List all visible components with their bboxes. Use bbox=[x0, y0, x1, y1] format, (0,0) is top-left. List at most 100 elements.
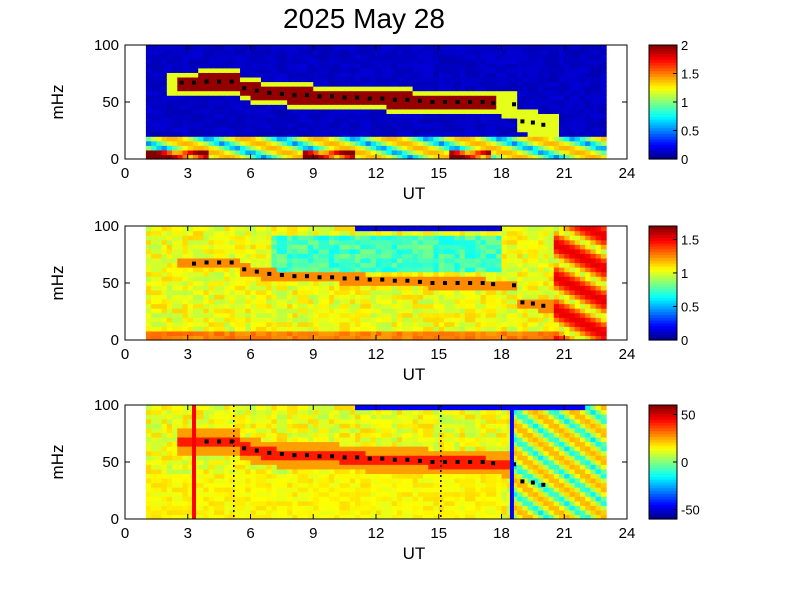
heatmap-cell bbox=[151, 294, 157, 300]
heatmap-cell bbox=[480, 289, 487, 295]
heatmap-cell bbox=[161, 285, 168, 291]
heatmap-cell bbox=[297, 298, 304, 305]
heatmap-cell bbox=[464, 63, 471, 69]
heatmap-cell bbox=[323, 235, 330, 241]
heatmap-cell bbox=[511, 289, 518, 295]
heatmap-cell bbox=[480, 308, 487, 314]
colorbar-segment bbox=[649, 317, 677, 321]
heatmap-cell bbox=[574, 271, 581, 277]
heatmap-cell bbox=[423, 294, 429, 300]
heatmap-cell bbox=[318, 248, 325, 254]
heatmap-cell bbox=[145, 280, 152, 286]
heatmap-cell bbox=[334, 303, 340, 309]
heatmap-cell bbox=[292, 289, 299, 295]
heatmap-cell bbox=[213, 235, 220, 241]
heatmap-cell bbox=[370, 298, 377, 305]
heatmap-cell bbox=[396, 136, 403, 142]
heatmap-cell bbox=[360, 76, 367, 83]
heatmap-cell bbox=[402, 49, 408, 55]
heatmap-cell bbox=[297, 95, 304, 101]
heatmap-cell bbox=[381, 248, 388, 254]
heatmap-cell bbox=[506, 49, 513, 55]
heatmap-cell bbox=[313, 149, 320, 156]
heatmap-cell bbox=[323, 294, 330, 300]
heatmap-cell bbox=[318, 335, 325, 341]
heatmap-cell bbox=[365, 317, 372, 323]
heatmap-cell bbox=[344, 321, 351, 327]
heatmap-cell bbox=[564, 330, 571, 337]
heatmap-cell bbox=[355, 45, 361, 51]
heatmap-cell bbox=[376, 262, 382, 268]
heatmap-cell bbox=[297, 117, 304, 124]
heatmap-cell bbox=[182, 81, 189, 87]
heatmap-cell bbox=[501, 335, 508, 341]
heatmap-cell bbox=[177, 154, 184, 160]
heatmap-cell bbox=[208, 436, 215, 443]
heatmap-cell bbox=[192, 145, 199, 151]
heatmap-cell bbox=[156, 423, 163, 429]
heatmap-cell bbox=[548, 154, 555, 160]
heatmap-cell bbox=[208, 90, 215, 96]
heatmap-cell bbox=[559, 303, 565, 309]
heatmap-cell bbox=[579, 117, 586, 124]
heatmap-cell bbox=[198, 262, 205, 268]
heatmap-cell bbox=[161, 418, 168, 424]
heatmap-cell bbox=[381, 127, 388, 133]
heatmap-cell bbox=[151, 414, 157, 420]
heatmap-cell bbox=[145, 321, 152, 327]
heatmap-cell bbox=[240, 63, 246, 69]
heatmap-cell bbox=[569, 308, 576, 314]
heatmap-cell bbox=[182, 140, 189, 146]
heatmap-cell bbox=[491, 335, 497, 341]
heatmap-cell bbox=[213, 432, 220, 438]
heatmap-cell bbox=[579, 294, 586, 300]
heatmap-cell bbox=[428, 127, 435, 133]
heatmap-cell bbox=[281, 127, 288, 133]
heatmap-cell bbox=[360, 108, 367, 114]
ridge-point bbox=[192, 261, 197, 266]
heatmap-cell bbox=[234, 267, 241, 273]
heatmap-cell bbox=[553, 257, 560, 264]
heatmap-cell bbox=[402, 257, 408, 264]
heatmap-cell bbox=[151, 446, 157, 452]
heatmap-cell bbox=[564, 262, 571, 268]
heatmap-cell bbox=[595, 95, 602, 101]
heatmap-cell bbox=[187, 131, 194, 137]
heatmap-cell bbox=[595, 226, 602, 232]
heatmap-cell bbox=[579, 276, 586, 282]
heatmap-cell bbox=[569, 294, 576, 300]
heatmap-cell bbox=[198, 226, 205, 232]
heatmap-cell bbox=[538, 63, 544, 69]
heatmap-cell bbox=[213, 330, 220, 337]
heatmap-cell bbox=[459, 104, 466, 110]
colorbar: 00.511.5 bbox=[648, 225, 699, 348]
heatmap-cell bbox=[402, 67, 408, 73]
heatmap-cell bbox=[313, 108, 320, 114]
heatmap-cell bbox=[464, 54, 471, 60]
heatmap-cell bbox=[187, 113, 194, 119]
heatmap-cell bbox=[522, 136, 529, 142]
heatmap-cell bbox=[151, 244, 157, 250]
heatmap-cell bbox=[349, 285, 356, 291]
heatmap-cell bbox=[255, 262, 262, 268]
heatmap-cell bbox=[323, 289, 330, 295]
heatmap-cell bbox=[276, 136, 283, 142]
heatmap-cell bbox=[386, 49, 393, 55]
heatmap-cell bbox=[407, 95, 414, 101]
heatmap-cell bbox=[417, 239, 424, 245]
heatmap-cell bbox=[187, 409, 194, 415]
heatmap-cell bbox=[203, 285, 210, 291]
heatmap-cell bbox=[355, 117, 361, 124]
heatmap-cell bbox=[334, 257, 340, 264]
heatmap-cell bbox=[480, 226, 487, 232]
heatmap-cell bbox=[224, 63, 231, 69]
heatmap-cell bbox=[145, 149, 152, 156]
heatmap-cell bbox=[224, 136, 231, 142]
heatmap-cell bbox=[323, 149, 330, 156]
heatmap-cell bbox=[166, 267, 173, 273]
heatmap-cell bbox=[334, 321, 340, 327]
heatmap-cell bbox=[245, 49, 252, 55]
heatmap-cell bbox=[438, 317, 445, 323]
heatmap-cell bbox=[553, 294, 560, 300]
heatmap-cell bbox=[470, 276, 476, 282]
